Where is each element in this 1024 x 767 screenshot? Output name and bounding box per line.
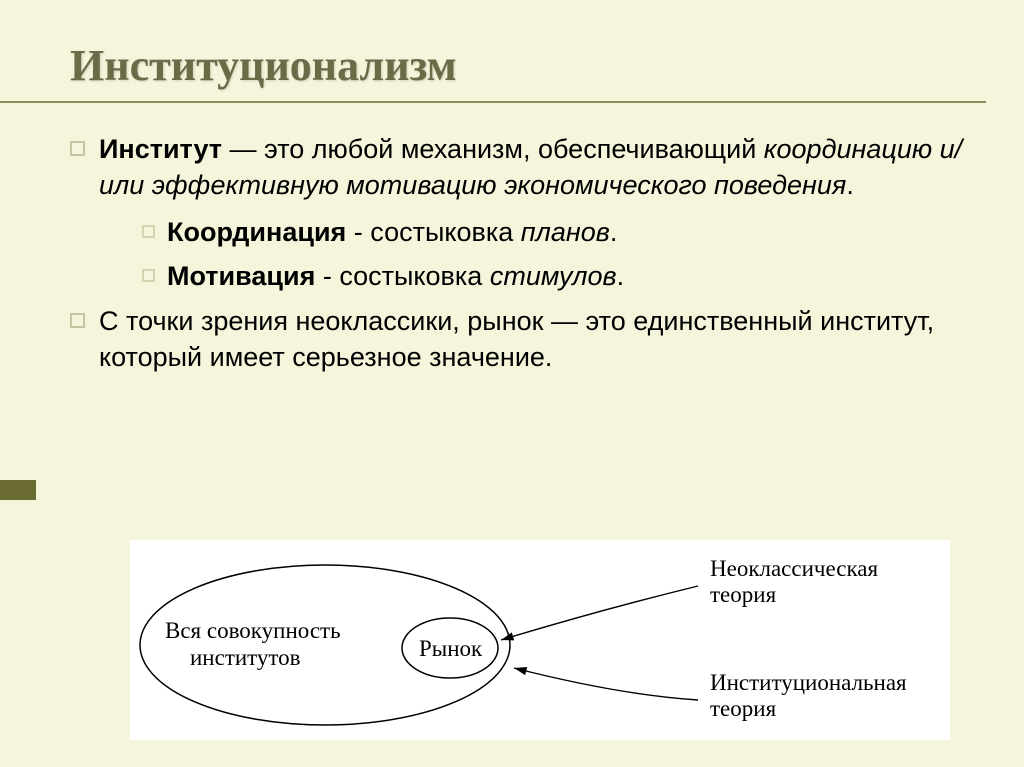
term-motivation: Мотивация xyxy=(167,261,315,291)
slide-title: Институционализм xyxy=(70,40,1024,91)
arrow-institutional xyxy=(514,668,698,700)
bullet-icon xyxy=(70,141,85,156)
label-all-institutes-1: Вся совокупность xyxy=(165,618,341,643)
text-span: . xyxy=(617,261,625,291)
bullet-neoclassic: С точки зрения неоклассики, рынок — это … xyxy=(70,303,964,376)
label-neoclassic-2: теория xyxy=(710,582,777,607)
italic-span: стимулов xyxy=(490,261,617,291)
text-span: — это любой механизм, обеспечивающий xyxy=(222,134,764,164)
label-neoclassic-1: Неоклассическая xyxy=(710,556,878,581)
italic-span: планов xyxy=(521,217,610,247)
label-market: Рынок xyxy=(419,636,483,661)
text-span: - состыковка xyxy=(346,217,521,247)
label-institutional-2: теория xyxy=(710,696,777,721)
bullet-icon xyxy=(142,269,155,282)
bullet-coordination: Координация - состыковка планов. xyxy=(142,214,964,250)
bullet-icon xyxy=(142,225,155,238)
title-underline xyxy=(0,101,986,103)
venn-diagram: Вся совокупность институтов Рынок Неокла… xyxy=(130,540,950,740)
bullet-institute: Институт — это любой механизм, обеспечив… xyxy=(70,131,964,204)
bullet-text: С точки зрения неоклассики, рынок — это … xyxy=(99,303,964,376)
bullet-text: Институт — это любой механизм, обеспечив… xyxy=(99,131,964,204)
title-section: Институционализм xyxy=(0,40,1024,103)
text-span: - состыковка xyxy=(315,261,490,291)
term-coordination: Координация xyxy=(167,217,346,247)
bullet-motivation: Мотивация - состыковка стимулов. xyxy=(142,258,964,294)
bullet-text: Координация - состыковка планов. xyxy=(167,214,617,250)
label-all-institutes-2: институтов xyxy=(190,645,301,670)
diagram-svg: Вся совокупность институтов Рынок Неокла… xyxy=(130,540,950,740)
text-span: . xyxy=(610,217,618,247)
arrow-neoclassic xyxy=(501,586,698,640)
label-institutional-1: Институциональная xyxy=(710,670,907,695)
bullet-text: Мотивация - состыковка стимулов. xyxy=(167,258,624,294)
slide: Институционализм Институт — это любой ме… xyxy=(0,0,1024,767)
accent-bar xyxy=(0,480,36,500)
bullet-icon xyxy=(70,313,85,328)
text-span: . xyxy=(846,170,854,200)
content-area: Институт — это любой механизм, обеспечив… xyxy=(0,103,1024,376)
term-institute: Институт xyxy=(99,134,222,164)
